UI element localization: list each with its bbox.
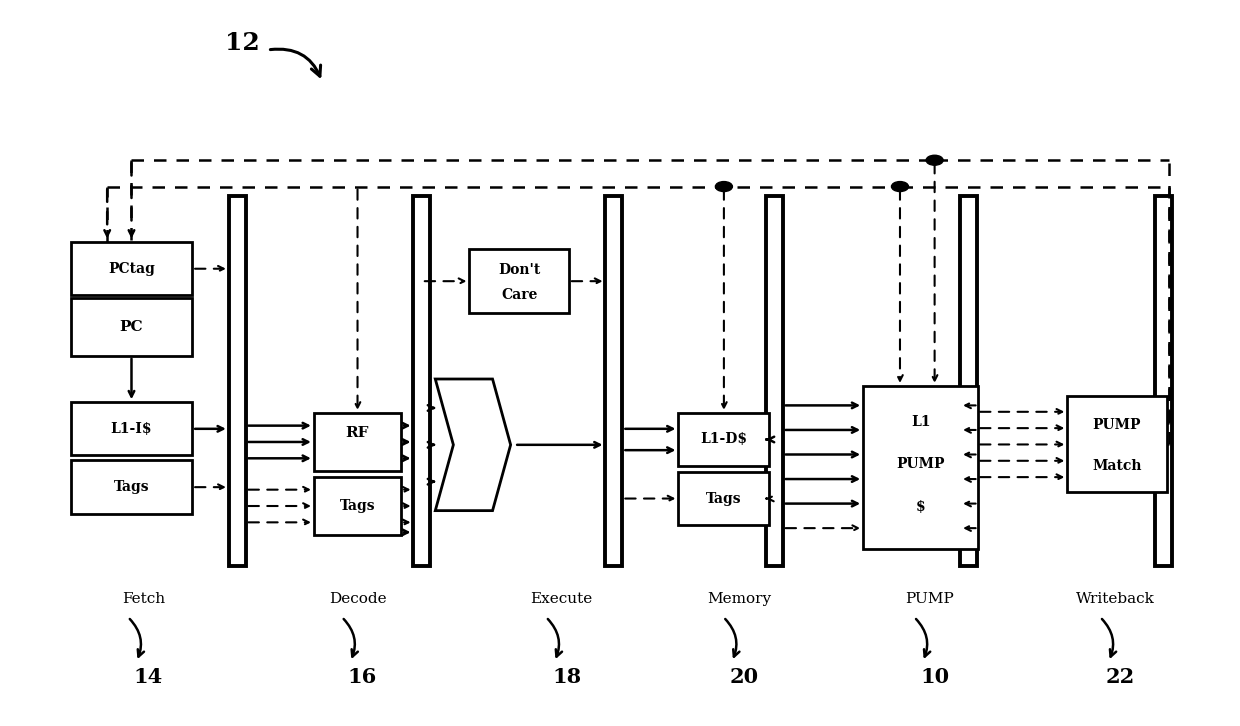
Bar [413,196,430,566]
Bar [1068,396,1167,492]
FancyArrowPatch shape [130,619,144,656]
Bar [71,460,192,514]
Text: PUMP: PUMP [905,592,955,606]
Text: Memory: Memory [707,592,771,606]
Circle shape [926,155,944,166]
Text: Tags: Tags [706,492,742,505]
Text: PC: PC [120,319,144,334]
Text: Tags: Tags [340,499,376,513]
Text: L1: L1 [911,415,930,429]
Bar [71,298,192,356]
Text: 12: 12 [224,30,260,55]
Text: L1-I$: L1-I$ [110,422,153,436]
Text: Decode: Decode [329,592,387,606]
Bar [314,413,402,471]
Text: Fetch: Fetch [122,592,165,606]
Bar [228,196,246,566]
Text: 16: 16 [347,667,377,688]
Text: Care: Care [501,288,537,302]
Text: L1-D$: L1-D$ [701,433,748,446]
Text: PUMP: PUMP [897,457,945,471]
FancyArrowPatch shape [916,619,930,656]
Bar [766,196,782,566]
FancyArrowPatch shape [1102,619,1116,656]
Bar [605,196,622,566]
Text: 14: 14 [134,667,164,688]
Bar [678,413,770,466]
Text: 10: 10 [920,667,950,688]
Bar [314,477,402,535]
Text: 20: 20 [729,667,759,688]
Bar [1154,196,1172,566]
Text: PUMP: PUMP [1092,418,1141,432]
Text: Execute: Execute [531,592,593,606]
FancyArrowPatch shape [725,619,739,656]
FancyArrowPatch shape [270,49,321,76]
FancyArrowPatch shape [343,619,358,656]
Polygon shape [435,379,511,510]
Circle shape [892,182,909,192]
Bar [71,242,192,295]
Text: 18: 18 [552,667,582,688]
Text: Tags: Tags [114,480,149,494]
Bar [469,249,569,313]
Circle shape [715,182,733,192]
FancyArrowPatch shape [548,619,562,656]
Text: $: $ [916,500,925,514]
Text: Match: Match [1092,459,1142,473]
Bar [960,196,977,566]
Text: Writeback: Writeback [1076,592,1156,606]
Text: Don't: Don't [498,264,541,277]
Bar [71,402,192,455]
Text: 22: 22 [1106,667,1136,688]
Bar [678,472,770,525]
Text: RF: RF [346,426,370,440]
Bar [863,386,978,550]
Text: PCtag: PCtag [108,262,155,276]
